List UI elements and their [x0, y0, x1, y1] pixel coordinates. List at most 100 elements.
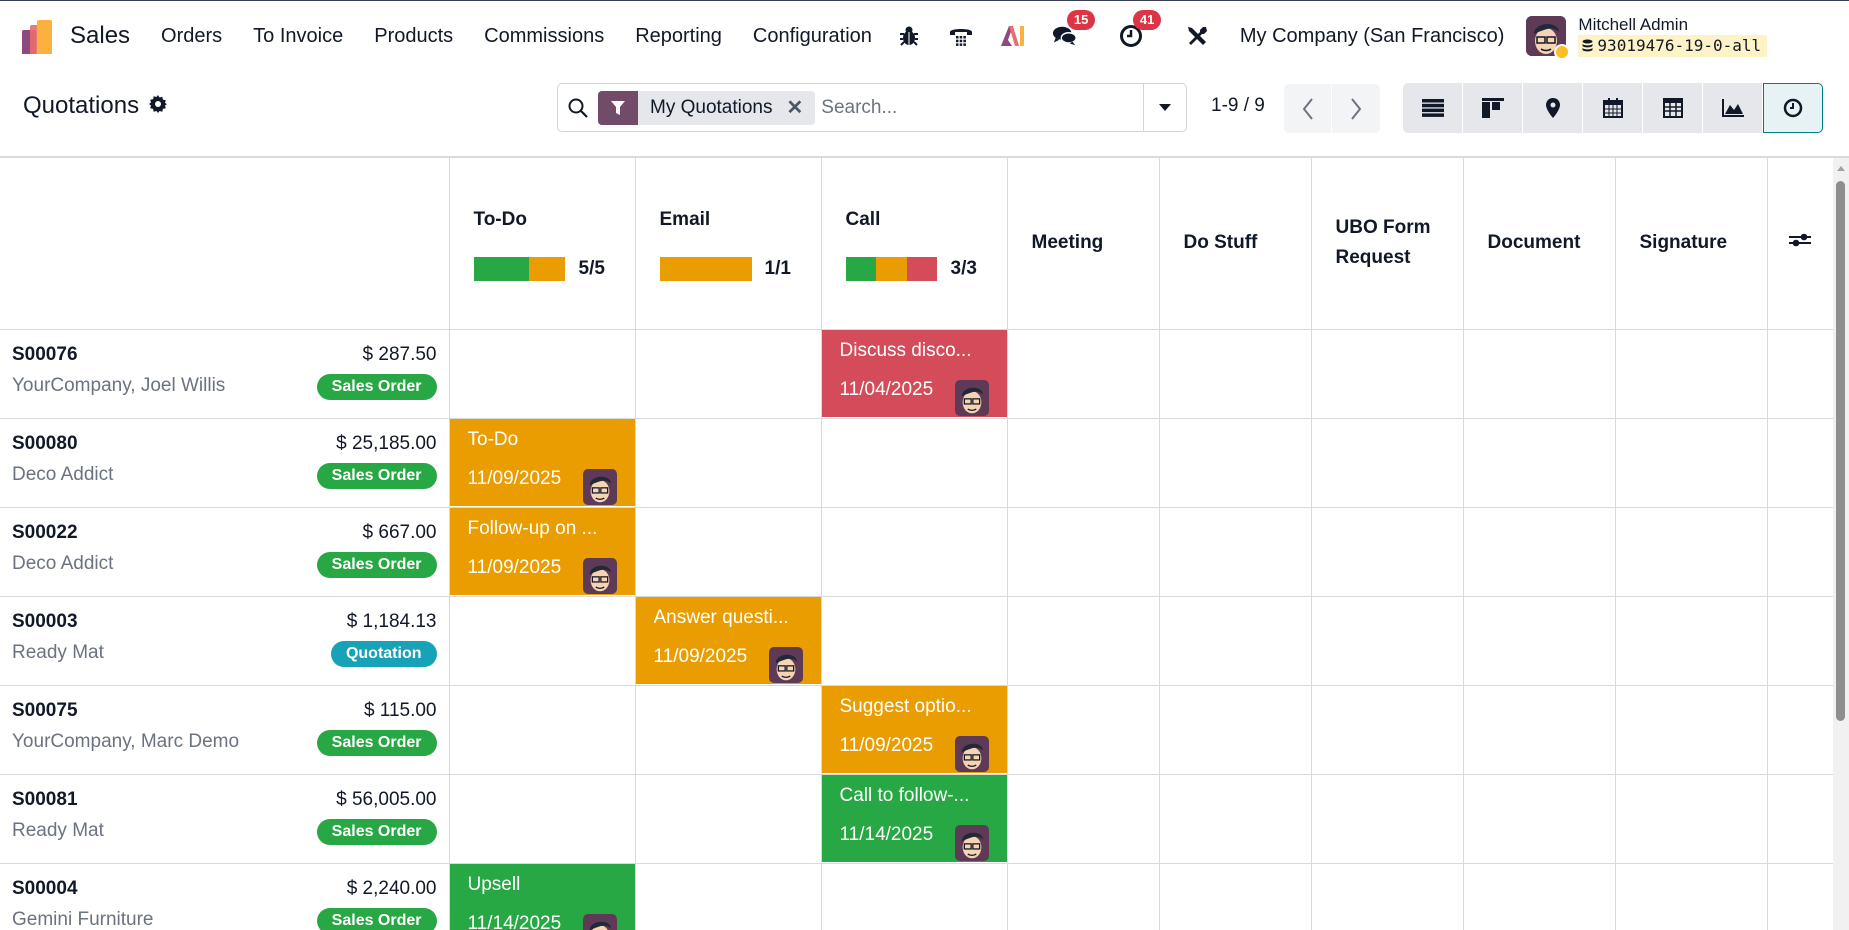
- activity-cell[interactable]: [820, 417, 1008, 508]
- view-calendar-button[interactable]: [1583, 83, 1643, 133]
- view-list-button[interactable]: [1403, 83, 1463, 133]
- activity-type-header[interactable]: Do Stuff: [1158, 158, 1312, 330]
- view-activity-button[interactable]: [1763, 83, 1823, 133]
- activity-type-header[interactable]: Signature: [1614, 158, 1768, 330]
- activity-cell[interactable]: [1462, 684, 1616, 775]
- activity-type-header[interactable]: Email 1/1: [634, 158, 822, 330]
- activity-card-today[interactable]: To-Do 11/09/2025: [449, 418, 635, 506]
- activity-cell[interactable]: [1614, 595, 1768, 686]
- menu-configuration[interactable]: Configuration: [752, 24, 872, 47]
- activity-cell[interactable]: [820, 862, 1008, 930]
- view-graph-button[interactable]: [1703, 83, 1763, 133]
- activity-cell[interactable]: [1006, 417, 1160, 508]
- activity-type-header[interactable]: Document: [1462, 158, 1616, 330]
- table-row[interactable]: S00080 $ 25,185.00 Deco Addict Sales Ord…: [0, 417, 1834, 508]
- activity-cell[interactable]: [1462, 773, 1616, 864]
- activity-cell[interactable]: [820, 506, 1008, 597]
- activity-cell[interactable]: Suggest optio... 11/09/2025: [820, 684, 1008, 775]
- activity-cell[interactable]: [1462, 417, 1616, 508]
- activity-cell[interactable]: Discuss disco... 11/04/2025: [820, 328, 1008, 419]
- debug-bug-icon[interactable]: [896, 23, 922, 49]
- activity-cell[interactable]: [1614, 506, 1768, 597]
- activity-cell[interactable]: [1158, 506, 1312, 597]
- activity-cell[interactable]: [1158, 417, 1312, 508]
- activity-cell[interactable]: Upsell 11/14/2025: [448, 862, 636, 930]
- activity-cell[interactable]: [1158, 328, 1312, 419]
- menu-products[interactable]: Products: [374, 24, 454, 47]
- activity-cell[interactable]: [1462, 862, 1616, 930]
- activity-cell[interactable]: Answer questi... 11/09/2025: [634, 595, 822, 686]
- activity-cell[interactable]: To-Do 11/09/2025: [448, 417, 636, 508]
- activity-cell[interactable]: [1006, 684, 1160, 775]
- activity-progress[interactable]: 5/5: [473, 257, 635, 282]
- record-cell[interactable]: S00003 $ 1,184.13 Ready Mat Quotation: [0, 595, 450, 686]
- progress-bar[interactable]: [845, 257, 938, 282]
- activity-cell[interactable]: [1462, 506, 1616, 597]
- pager-next-button[interactable]: [1332, 84, 1380, 133]
- pager-previous-button[interactable]: [1284, 84, 1332, 133]
- activity-cell[interactable]: [1310, 862, 1464, 930]
- progress-bar[interactable]: [473, 257, 566, 282]
- activity-type-header[interactable]: To-Do 5/5: [448, 158, 636, 330]
- activity-cell[interactable]: [634, 773, 822, 864]
- table-row[interactable]: S00081 $ 56,005.00 Ready Mat Sales Order…: [0, 773, 1834, 864]
- activity-cell[interactable]: [448, 684, 636, 775]
- activity-card-planned[interactable]: Upsell 11/14/2025: [449, 863, 635, 930]
- chat-icon[interactable]: 15: [1052, 10, 1096, 49]
- view-kanban-button[interactable]: [1463, 83, 1523, 133]
- table-row[interactable]: S00075 $ 115.00 YourCompany, Marc Demo S…: [0, 684, 1834, 775]
- activity-cell[interactable]: [1158, 595, 1312, 686]
- menu-commissions[interactable]: Commissions: [484, 24, 605, 47]
- app-name[interactable]: Sales: [70, 22, 131, 49]
- activity-card-planned[interactable]: Call to follow-... 11/14/2025: [821, 774, 1007, 862]
- view-map-button[interactable]: [1523, 83, 1583, 133]
- facet-remove-icon[interactable]: ✕: [786, 97, 804, 119]
- progress-bar[interactable]: [659, 257, 752, 282]
- activity-card-today[interactable]: Answer questi... 11/09/2025: [635, 596, 821, 684]
- activity-cell[interactable]: [1310, 595, 1464, 686]
- table-row[interactable]: S00022 $ 667.00 Deco Addict Sales Order …: [0, 506, 1834, 597]
- activity-cell[interactable]: [634, 862, 822, 930]
- table-row[interactable]: S00003 $ 1,184.13 Ready Mat Quotation An…: [0, 595, 1834, 686]
- activity-cell[interactable]: [1310, 417, 1464, 508]
- scroll-up-arrow-icon[interactable]: [1837, 166, 1845, 171]
- record-cell[interactable]: S00081 $ 56,005.00 Ready Mat Sales Order: [0, 773, 450, 864]
- activity-cell[interactable]: Follow-up on ... 11/09/2025: [448, 506, 636, 597]
- activity-cell[interactable]: [448, 328, 636, 419]
- activity-type-header[interactable]: Meeting: [1006, 158, 1160, 330]
- menu-to-invoice[interactable]: To Invoice: [253, 24, 344, 47]
- activity-cell[interactable]: [448, 595, 636, 686]
- activity-cell[interactable]: [1462, 595, 1616, 686]
- scrollbar-thumb[interactable]: [1836, 181, 1845, 721]
- activity-progress[interactable]: 1/1: [659, 257, 821, 282]
- record-cell[interactable]: S00075 $ 115.00 YourCompany, Marc Demo S…: [0, 684, 450, 775]
- activity-card-overdue[interactable]: Discuss disco... 11/04/2025: [821, 329, 1007, 417]
- activity-cell[interactable]: [634, 328, 822, 419]
- record-cell[interactable]: S00022 $ 667.00 Deco Addict Sales Order: [0, 506, 450, 597]
- sliders-icon[interactable]: [1789, 230, 1811, 250]
- activity-cell[interactable]: [820, 595, 1008, 686]
- menu-reporting[interactable]: Reporting: [635, 24, 722, 47]
- user-avatar[interactable]: [1526, 16, 1571, 60]
- sales-app-logo-icon[interactable]: [20, 18, 56, 54]
- activity-cell[interactable]: [1462, 328, 1616, 419]
- gear-icon[interactable]: [149, 92, 168, 120]
- record-cell[interactable]: S00080 $ 25,185.00 Deco Addict Sales Ord…: [0, 417, 450, 508]
- activity-cell[interactable]: [634, 506, 822, 597]
- activity-type-header[interactable]: UBO Form Request: [1310, 158, 1464, 330]
- activity-cell[interactable]: [1614, 417, 1768, 508]
- activity-cell[interactable]: [1614, 773, 1768, 864]
- activity-cell[interactable]: [1006, 773, 1160, 864]
- search-options-toggle[interactable]: [1143, 84, 1186, 131]
- activity-cell[interactable]: [634, 417, 822, 508]
- activity-cell[interactable]: [1310, 684, 1464, 775]
- record-cell[interactable]: S00004 $ 2,240.00 Gemini Furniture Sales…: [0, 862, 450, 930]
- activity-cell[interactable]: [1006, 595, 1160, 686]
- activity-cell[interactable]: [1614, 684, 1768, 775]
- activity-type-header[interactable]: Call 3/3: [820, 158, 1008, 330]
- tools-icon[interactable]: [1184, 23, 1210, 49]
- menu-orders[interactable]: Orders: [161, 24, 223, 47]
- vertical-scrollbar[interactable]: [1833, 158, 1849, 930]
- search-icon[interactable]: [558, 98, 598, 118]
- table-row[interactable]: S00076 $ 287.50 YourCompany, Joel Willis…: [0, 328, 1834, 419]
